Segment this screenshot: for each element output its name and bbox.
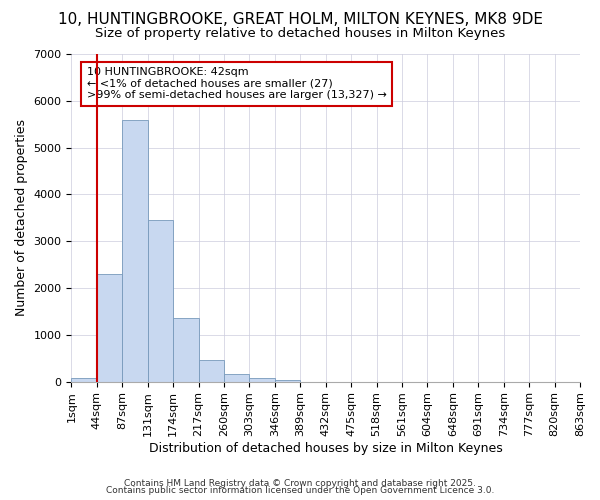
Bar (224, 374, 250, 382)
Bar (275, 380, 300, 382)
Bar (71, 378, 97, 382)
Text: 10 HUNTINGBROOKE: 42sqm
← <1% of detached houses are smaller (27)
>99% of semi-d: 10 HUNTINGBROOKE: 42sqm ← <1% of detache… (86, 67, 386, 100)
Y-axis label: Number of detached properties: Number of detached properties (15, 120, 28, 316)
Bar (250, 378, 275, 382)
Text: Contains HM Land Registry data © Crown copyright and database right 2025.: Contains HM Land Registry data © Crown c… (124, 478, 476, 488)
Bar (97, 274, 122, 382)
Bar (148, 220, 173, 382)
Bar (173, 318, 199, 382)
X-axis label: Distribution of detached houses by size in Milton Keynes: Distribution of detached houses by size … (149, 442, 503, 455)
Bar (199, 360, 224, 382)
Text: Size of property relative to detached houses in Milton Keynes: Size of property relative to detached ho… (95, 28, 505, 40)
Text: Contains public sector information licensed under the Open Government Licence 3.: Contains public sector information licen… (106, 486, 494, 495)
Text: 10, HUNTINGBROOKE, GREAT HOLM, MILTON KEYNES, MK8 9DE: 10, HUNTINGBROOKE, GREAT HOLM, MILTON KE… (58, 12, 542, 28)
Bar (122, 120, 148, 382)
